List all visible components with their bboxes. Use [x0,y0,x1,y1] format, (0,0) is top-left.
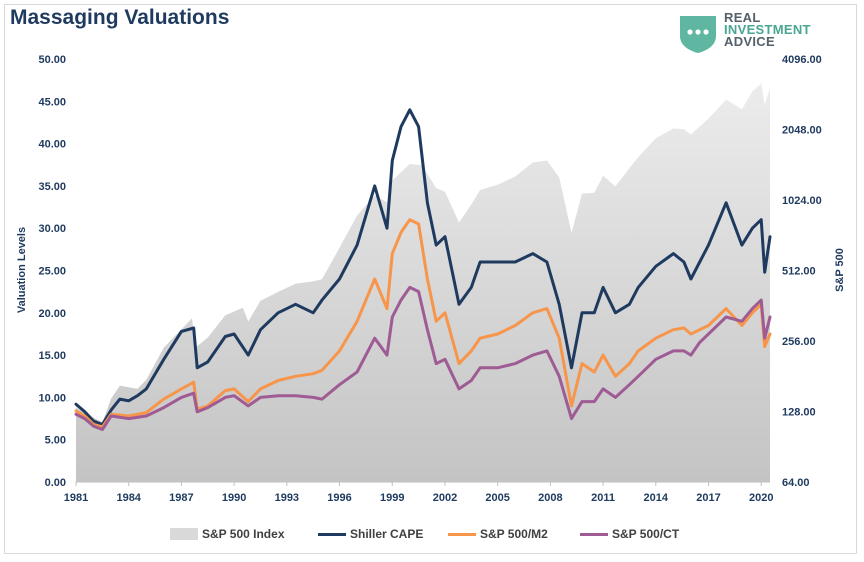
y-right-tick-label: 128.00 [782,407,816,419]
legend-swatch [318,532,346,536]
series-area-s-p-500-index [76,83,770,482]
shield-logo-icon [680,16,716,53]
legend-item: Shiller CAPE [318,524,423,544]
y-right-tick-label: 1024.00 [782,195,822,207]
y-right-tick-label: 64.00 [782,477,810,489]
brand-logo: REAL INVESTMENT ADVICE [676,10,846,54]
legend-swatch [448,532,476,536]
y-left-tick-label: 25.00 [38,266,66,278]
x-tick-label: 1984 [116,492,141,504]
legend-item: S&P 500/M2 [448,524,548,544]
y-right-tick-label: 256.00 [782,336,816,348]
legend-item: S&P 500 Index [170,524,285,544]
logo-line-2: INVESTMENT [724,22,811,37]
y-right-tick-label: 512.00 [782,266,816,278]
x-tick-label: 1996 [327,492,351,504]
chart-legend: S&P 500 Index Shiller CAPE S&P 500/M2 S&P 5… [0,524,864,544]
y-left-tick-label: 30.00 [38,223,66,235]
x-tick-label: 1999 [380,492,404,504]
valuation-chart: 0.00 5.00 10.00 15.00 20.00 25.00 30.00 35.00 40… [38,54,822,504]
x-tick-label: 1981 [64,492,88,504]
y-left-tick-label: 40.00 [38,139,66,151]
y-left-tick-label: 45.00 [38,96,66,108]
y-right-tick-label: 2048.00 [782,125,822,137]
logo-line-1: REAL [724,10,761,25]
y-left-tick-label: 35.00 [38,181,66,193]
logo-line-3: ADVICE [724,34,775,49]
legend-label: S&P 500 Index [202,527,285,541]
legend-label: Shiller CAPE [350,527,424,541]
x-tick-label: 2002 [433,492,457,504]
x-tick-label: 2014 [644,492,669,504]
legend-item: S&P 500/CT [580,524,679,544]
legend-label: S&P 500/CT [612,527,680,541]
y-left-tick-label: 50.00 [38,54,66,66]
legend-swatch [170,528,198,540]
x-tick-label: 2011 [591,492,615,504]
y-left-tick-label: 0.00 [45,477,66,489]
y-left-tick-label: 5.00 [45,435,66,447]
legend-swatch [580,532,608,536]
y-left-tick-label: 10.00 [38,392,66,404]
y-right-tick-label: 4096.00 [782,54,822,66]
x-tick-label: 1990 [222,492,246,504]
x-tick-label: 2008 [538,492,562,504]
chart-title: Massaging Valuations [10,6,230,29]
x-tick-label: 2020 [749,492,773,504]
x-tick-label: 1987 [169,492,193,504]
series-line-s-p-500-ct [74,285,772,431]
y-left-tick-label: 15.00 [38,350,66,362]
y-left-tick-label: 20.00 [38,308,66,320]
legend-label: S&P 500/M2 [480,527,548,541]
x-tick-label: 2005 [485,492,509,504]
series-line-shiller-cape [74,108,772,426]
logo-wordmark: REAL INVESTMENT ADVICE [724,10,811,49]
x-tick-label: 2017 [696,492,720,504]
x-tick-label: 1993 [275,492,299,504]
